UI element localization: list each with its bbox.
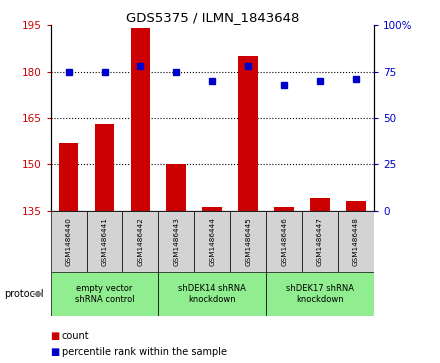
- Text: GSM1486442: GSM1486442: [137, 217, 143, 266]
- Text: ■: ■: [51, 331, 60, 341]
- Bar: [51, 211, 87, 272]
- Title: GDS5375 / ILMN_1843648: GDS5375 / ILMN_1843648: [125, 11, 299, 24]
- Bar: [238, 56, 258, 211]
- Bar: [166, 164, 186, 211]
- Bar: [266, 211, 302, 272]
- Text: GSM1486447: GSM1486447: [317, 217, 323, 266]
- Text: GSM1486445: GSM1486445: [245, 217, 251, 266]
- Bar: [302, 211, 338, 272]
- Text: empty vector
shRNA control: empty vector shRNA control: [75, 284, 134, 304]
- Text: GSM1486443: GSM1486443: [173, 217, 180, 266]
- Bar: [51, 272, 158, 316]
- Bar: [158, 211, 194, 272]
- Bar: [202, 207, 222, 211]
- Bar: [346, 201, 366, 211]
- Bar: [310, 198, 330, 211]
- Bar: [95, 124, 114, 211]
- Bar: [274, 207, 294, 211]
- Text: ■: ■: [51, 347, 60, 357]
- Text: GSM1486446: GSM1486446: [281, 217, 287, 266]
- Bar: [87, 211, 122, 272]
- Bar: [266, 272, 374, 316]
- Text: GSM1486441: GSM1486441: [102, 217, 107, 266]
- Bar: [59, 143, 78, 211]
- Bar: [122, 211, 158, 272]
- Bar: [131, 28, 150, 211]
- Text: protocol: protocol: [4, 289, 44, 299]
- Text: GSM1486440: GSM1486440: [66, 217, 72, 266]
- Text: GSM1486448: GSM1486448: [353, 217, 359, 266]
- Text: GSM1486444: GSM1486444: [209, 217, 215, 266]
- Bar: [194, 211, 230, 272]
- Bar: [338, 211, 374, 272]
- Text: count: count: [62, 331, 89, 341]
- Text: shDEK14 shRNA
knockdown: shDEK14 shRNA knockdown: [178, 284, 246, 304]
- Bar: [230, 211, 266, 272]
- Bar: [158, 272, 266, 316]
- Text: shDEK17 shRNA
knockdown: shDEK17 shRNA knockdown: [286, 284, 354, 304]
- Text: percentile rank within the sample: percentile rank within the sample: [62, 347, 227, 357]
